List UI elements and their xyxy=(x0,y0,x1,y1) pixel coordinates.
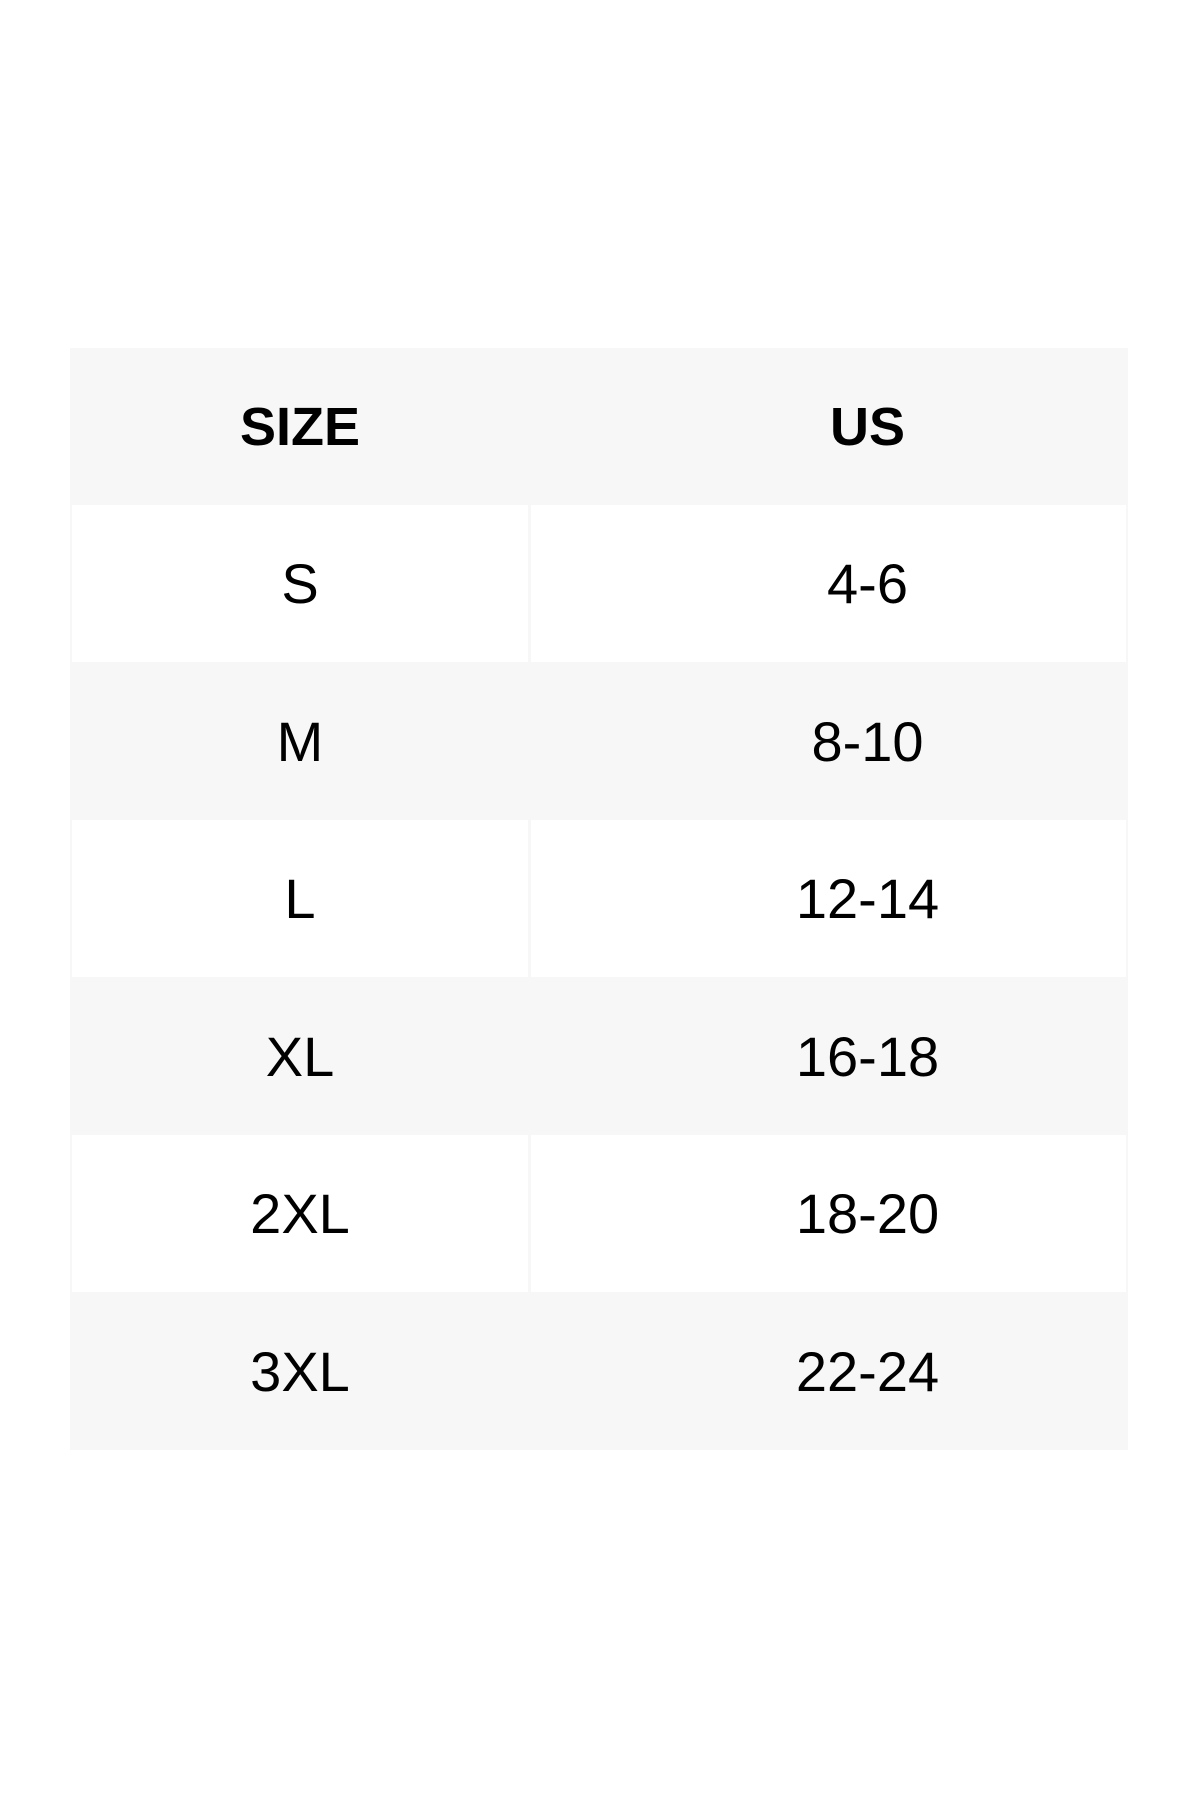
size-chart-table: SIZE US S 4-6 M 8-10 L 12-14 XL 16-18 2X… xyxy=(70,348,1128,1450)
us-cell: 4-6 xyxy=(531,505,1126,662)
size-cell: XL xyxy=(265,1025,335,1088)
header-us: US xyxy=(829,396,905,457)
table-row: L 12-14 xyxy=(70,820,1128,977)
table-row: S 4-6 xyxy=(70,505,1128,662)
size-cell: M xyxy=(276,710,324,773)
us-cell: 8-10 xyxy=(811,710,924,773)
table-row: XL 16-18 xyxy=(70,978,1128,1135)
size-cell: L xyxy=(72,820,528,977)
table-row: 2XL 18-20 xyxy=(70,1135,1128,1292)
table-row: M 8-10 xyxy=(70,663,1128,820)
us-cell: 12-14 xyxy=(531,820,1126,977)
table-row: 3XL 22-24 xyxy=(70,1293,1128,1450)
header-size: SIZE xyxy=(239,396,361,457)
us-cell: 16-18 xyxy=(795,1025,940,1088)
us-cell: 22-24 xyxy=(795,1340,940,1403)
size-cell: 2XL xyxy=(72,1135,528,1292)
us-cell: 18-20 xyxy=(531,1135,1126,1292)
size-cell: S xyxy=(72,505,528,662)
size-cell: 3XL xyxy=(250,1340,350,1403)
table-header: SIZE US xyxy=(70,348,1128,505)
